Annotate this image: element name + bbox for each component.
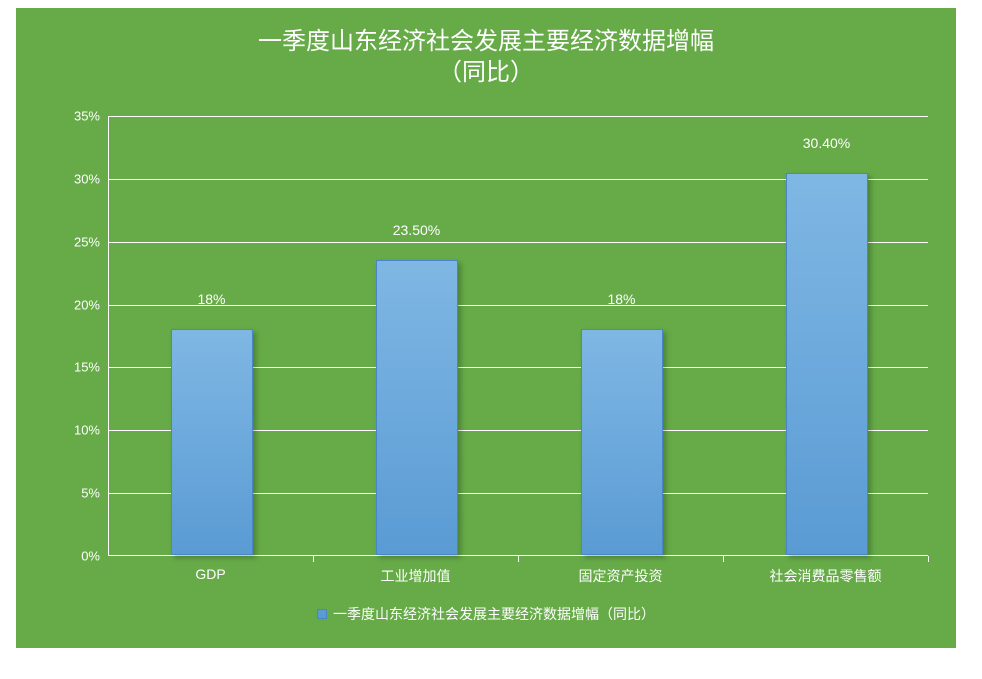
x-axis-tick-mark [723,556,724,562]
y-axis-tick: 0% [58,549,100,564]
x-axis-tick-mark [518,556,519,562]
plot-area: 18% 23.50% 18% 30.40% [108,116,928,556]
legend: 一季度山东经济社会发展主要经济数据增幅（同比） [16,604,956,624]
bar [581,329,663,555]
y-axis-tick: 35% [58,109,100,124]
chart-title-line-1: （同比） [16,57,956,88]
x-axis-tick-mark [928,556,929,562]
bar-value-label: 18% [197,291,225,307]
bar [786,173,868,555]
y-axis-tick: 5% [58,486,100,501]
x-axis-category: 社会消费品零售额 [770,566,882,586]
x-axis-category: GDP [195,566,225,582]
y-axis-tick: 15% [58,360,100,375]
gridline [109,116,928,117]
legend-text: 一季度山东经济社会发展主要经济数据增幅（同比） [333,604,655,624]
bar [171,329,253,555]
y-axis-tick: 10% [58,423,100,438]
bar-value-label: 30.40% [803,135,850,151]
x-axis-tick-mark [313,556,314,562]
y-axis-tick: 20% [58,297,100,312]
y-axis-tick: 25% [58,234,100,249]
legend-swatch [317,609,327,619]
x-axis-category: 固定资产投资 [579,566,663,586]
canvas: 一季度山东经济社会发展主要经济数据增幅（同比） 18% 23.50% 18% 30.4… [0,0,982,679]
y-axis-tick: 30% [58,171,100,186]
x-axis-category: 工业增加值 [381,566,451,586]
bar-value-label: 18% [607,291,635,307]
bar-value-label: 23.50% [393,222,440,238]
bar [376,260,458,555]
chart-title: 一季度山东经济社会发展主要经济数据增幅（同比） [16,26,956,88]
chart-frame: 一季度山东经济社会发展主要经济数据增幅（同比） 18% 23.50% 18% 30.4… [16,8,956,648]
chart-title-line-0: 一季度山东经济社会发展主要经济数据增幅 [16,26,956,57]
